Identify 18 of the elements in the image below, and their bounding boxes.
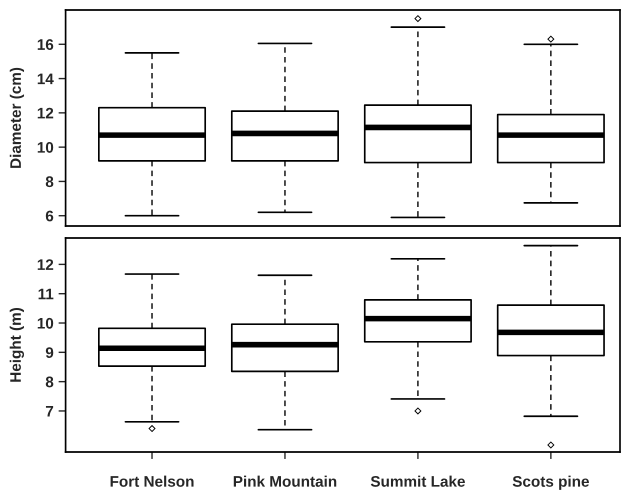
- y-tick-label: 9: [46, 347, 54, 358]
- y-tick-label: 7: [46, 406, 54, 416]
- y-tick-label: 8: [46, 376, 54, 388]
- y-tick-label: 14: [38, 74, 54, 84]
- y-tick-label: 11: [38, 288, 54, 300]
- y-tick-label: 16: [38, 39, 54, 50]
- x-tick-label: Summit Lake: [370, 476, 465, 487]
- y-tick-label: 12: [38, 259, 54, 270]
- y-tick-label: 10: [38, 318, 54, 329]
- y-tick-label: 10: [38, 142, 54, 153]
- y-tick-label: 6: [46, 210, 54, 222]
- y-axis-title: Diameter (cm): [10, 68, 24, 168]
- x-tick-label: Scots pine: [512, 476, 589, 490]
- y-axis-title: Height (m): [10, 308, 24, 382]
- y-tick-label: 8: [46, 176, 54, 188]
- y-tick-label: 12: [38, 108, 54, 118]
- x-tick-label: Fort Nelson: [110, 476, 194, 487]
- x-tick-label: Pink Mountain: [234, 476, 336, 487]
